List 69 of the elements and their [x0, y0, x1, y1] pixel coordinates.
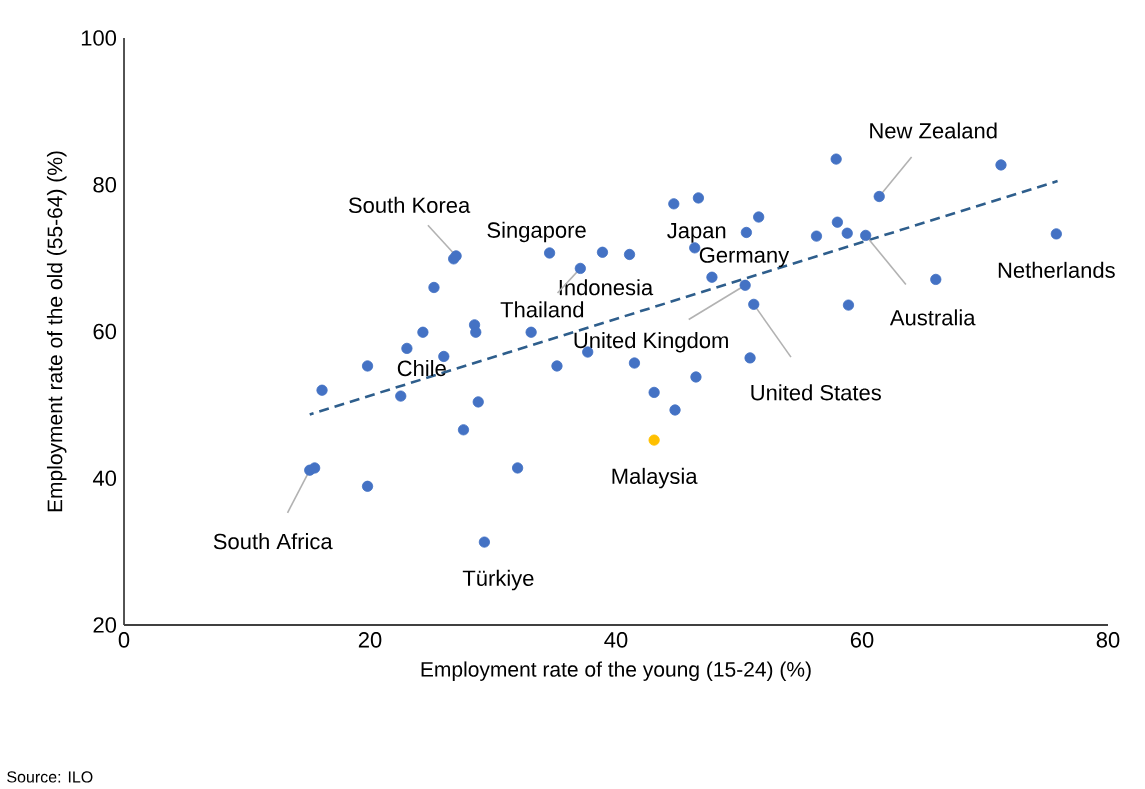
- point: [753, 211, 765, 223]
- point: [428, 281, 440, 294]
- point: [596, 246, 609, 258]
- annotation: Australia: [889, 309, 976, 326]
- annotation: South Africa: [213, 533, 333, 550]
- point: [525, 326, 537, 338]
- point: [316, 384, 328, 396]
- annotation: Indonesia: [559, 279, 654, 296]
- point: [860, 229, 872, 241]
- y-tick-label: 40: [92, 470, 117, 487]
- point: [361, 360, 374, 372]
- point: [690, 371, 702, 383]
- point: [551, 360, 563, 372]
- point: [574, 262, 586, 275]
- annotation: Chile: [397, 360, 446, 377]
- point: [740, 226, 752, 239]
- point: [873, 190, 885, 203]
- x-tick-label: 0: [118, 632, 130, 648]
- point: [478, 536, 490, 548]
- point: [401, 342, 413, 354]
- point: [692, 192, 705, 204]
- annotation: Netherlands: [998, 261, 1115, 278]
- annotation: South Korea: [348, 196, 471, 214]
- point: [810, 230, 823, 242]
- annotation: New Zealand: [870, 122, 997, 139]
- point: [995, 159, 1007, 171]
- point: [628, 357, 641, 369]
- point: [361, 480, 374, 492]
- x-tick-label: 40: [604, 632, 628, 648]
- x-tick-label: 20: [358, 632, 382, 648]
- point: [841, 227, 853, 239]
- point: [512, 462, 524, 474]
- annotation: Germany: [699, 247, 790, 268]
- point: [648, 386, 660, 399]
- annotation: Japan: [667, 223, 726, 243]
- point: [739, 279, 751, 291]
- x-axis-title: Employment rate of the young (15-24) (%): [421, 661, 811, 681]
- point: [744, 352, 756, 364]
- point: [930, 273, 942, 286]
- point: [706, 271, 718, 283]
- point: [669, 404, 681, 416]
- point: [842, 299, 855, 311]
- point: [830, 153, 842, 165]
- x-tick-label: 60: [850, 632, 874, 648]
- source-note: Source: ILO: [7, 771, 93, 783]
- y-tick-label: 20: [93, 617, 117, 633]
- point: [309, 462, 321, 474]
- annotation: United States: [751, 384, 881, 401]
- y-tick-label: 80: [93, 176, 117, 193]
- point: [543, 247, 556, 259]
- y-tick-label: 60: [93, 323, 117, 340]
- point: [395, 390, 407, 402]
- point: [748, 298, 760, 310]
- annotation: Malaysia: [612, 467, 698, 489]
- annotation: Türkiye: [462, 569, 534, 591]
- y-tick-label: 100: [81, 30, 117, 46]
- annotation: Singapore: [487, 221, 586, 243]
- point: [648, 434, 660, 446]
- y-axis-title: Employment rate of the old (55-64) (%): [46, 151, 67, 512]
- annotation: Thailand: [500, 301, 584, 318]
- point: [457, 424, 470, 436]
- point: [623, 248, 636, 261]
- point: [668, 198, 680, 210]
- point: [1050, 228, 1062, 240]
- point: [472, 396, 484, 408]
- annotation: United Kingdom: [574, 332, 728, 353]
- point: [831, 216, 843, 228]
- x-tick-label: 80: [1096, 632, 1120, 648]
- point: [417, 326, 429, 338]
